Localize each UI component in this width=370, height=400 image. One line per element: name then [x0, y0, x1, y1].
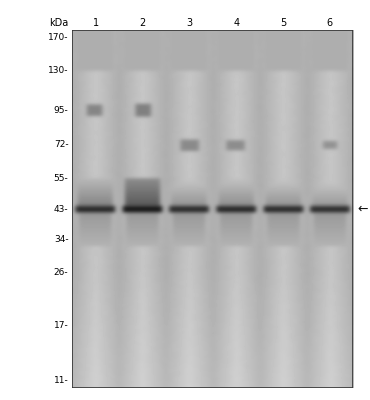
Text: 5: 5 — [280, 18, 286, 28]
Text: 3: 3 — [186, 18, 192, 28]
Text: 130-: 130- — [48, 66, 68, 75]
Text: 95-: 95- — [54, 106, 68, 115]
Text: 26-: 26- — [54, 268, 68, 277]
Text: 4: 4 — [233, 18, 239, 28]
Text: 43-: 43- — [54, 204, 68, 214]
Text: 1: 1 — [92, 18, 99, 28]
Text: ←: ← — [357, 202, 367, 216]
Text: kDa: kDa — [49, 18, 68, 28]
Text: 2: 2 — [139, 18, 145, 28]
Text: 6: 6 — [327, 18, 333, 28]
Text: 17-: 17- — [54, 321, 68, 330]
Text: 55-: 55- — [54, 174, 68, 183]
Text: 170-: 170- — [48, 33, 68, 42]
Text: 34-: 34- — [54, 234, 68, 244]
Text: 11-: 11- — [54, 376, 68, 385]
Text: 72-: 72- — [54, 140, 68, 149]
